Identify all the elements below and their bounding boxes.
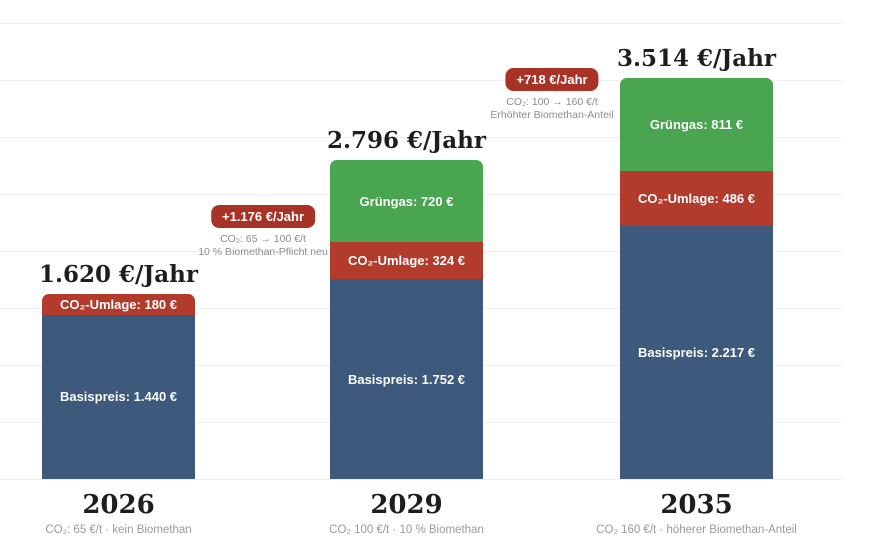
annotation-2: +718 €/Jahr CO₂: 100 → 160 €/t Erhöhter Bi… — [490, 68, 614, 122]
bar-2026: CO₂-Umlage: 180 € Basispreis: 1.440 € — [42, 294, 195, 479]
annotation-1: +1.176 €/Jahr CO₂: 65 → 100 €/t 10 % Biome… — [198, 205, 328, 259]
bar-segment-basispreis: Basispreis: 1.440 € — [42, 314, 195, 479]
segment-label: Grüngas: 720 € — [359, 193, 454, 209]
annotation-delta-badge: +718 €/Jahr — [505, 68, 599, 91]
bar-segment-gruengas: Grüngas: 720 € — [330, 160, 483, 243]
bar-group-2029: 2.796 €/Jahr Grüngas: 720 € CO₂-Umlage: 32… — [326, 126, 487, 479]
total-label-2026: 1.620 €/Jahr — [38, 261, 199, 289]
category-subtitle: CO₂ 100 €/t · 10 % Biomethan — [329, 523, 484, 536]
segment-label: Basispreis: 1.440 € — [59, 389, 178, 405]
annotation-notes: CO₂: 65 → 100 €/t 10 % Biomethan-Pflicht … — [198, 233, 328, 259]
annotation-note-line: CO₂: 65 → 100 €/t — [220, 233, 306, 245]
x-label-group-2026: 2026 CO₂: 65 €/t · kein Biomethan — [45, 491, 191, 536]
gridline — [0, 479, 842, 480]
gridline — [0, 80, 842, 81]
annotation-delta-badge: +1.176 €/Jahr — [210, 205, 316, 228]
bar-group-2035: 3.514 €/Jahr Grüngas: 811 € CO₂-Umlage: 48… — [616, 45, 777, 479]
bar-segment-basispreis: Basispreis: 1.752 € — [330, 279, 483, 479]
total-label-2035: 3.514 €/Jahr — [616, 45, 777, 73]
year-label: 2026 — [82, 490, 155, 520]
total-label-2029: 2.796 €/Jahr — [326, 126, 487, 154]
bar-segment-basispreis: Basispreis: 2.217 € — [620, 226, 773, 479]
segment-label: CO₂-Umlage: 324 € — [347, 253, 466, 269]
category-subtitle: CO₂: 65 €/t · kein Biomethan — [45, 523, 192, 536]
x-label-group-2029: 2029 CO₂ 100 €/t · 10 % Biomethan — [329, 491, 484, 536]
annotation-note-line: 10 % Biomethan-Pflicht neu — [198, 245, 328, 258]
bar-group-2026: 1.620 €/Jahr CO₂-Umlage: 180 € Basispreis:… — [38, 261, 199, 479]
annotation-note-line: Erhöhter Biomethan-Anteil — [490, 108, 614, 121]
annotation-note-line: CO₂: 100 → 160 €/t — [506, 96, 598, 108]
x-label-group-2035: 2035 CO₂ 160 €/t · höherer Biomethan-Ante… — [596, 491, 797, 536]
bar-segment-co2_umlage: CO₂-Umlage: 324 € — [330, 242, 483, 280]
bar-2035: Grüngas: 811 € CO₂-Umlage: 486 € Basisprei… — [620, 78, 773, 479]
gridline — [0, 23, 842, 24]
bar-segment-co2_umlage: CO₂-Umlage: 180 € — [42, 294, 195, 315]
segment-label: Basispreis: 2.217 € — [637, 345, 756, 361]
year-label: 2035 — [660, 490, 733, 520]
year-label: 2029 — [370, 490, 443, 520]
segment-label: Basispreis: 1.752 € — [347, 371, 466, 387]
gridline — [0, 137, 842, 138]
segment-label: CO₂-Umlage: 180 € — [59, 297, 178, 313]
bar-segment-gruengas: Grüngas: 811 € — [620, 78, 773, 171]
bar-segment-co2_umlage: CO₂-Umlage: 486 € — [620, 170, 773, 227]
segment-label: CO₂-Umlage: 486 € — [637, 191, 756, 207]
annotation-notes: CO₂: 100 → 160 €/t Erhöhter Biomethan-Ant… — [490, 96, 613, 122]
category-subtitle: CO₂ 160 €/t · höherer Biomethan-Anteil — [596, 523, 797, 536]
bar-2029: Grüngas: 720 € CO₂-Umlage: 324 € Basisprei… — [330, 160, 483, 479]
segment-label: Grüngas: 811 € — [649, 117, 744, 133]
